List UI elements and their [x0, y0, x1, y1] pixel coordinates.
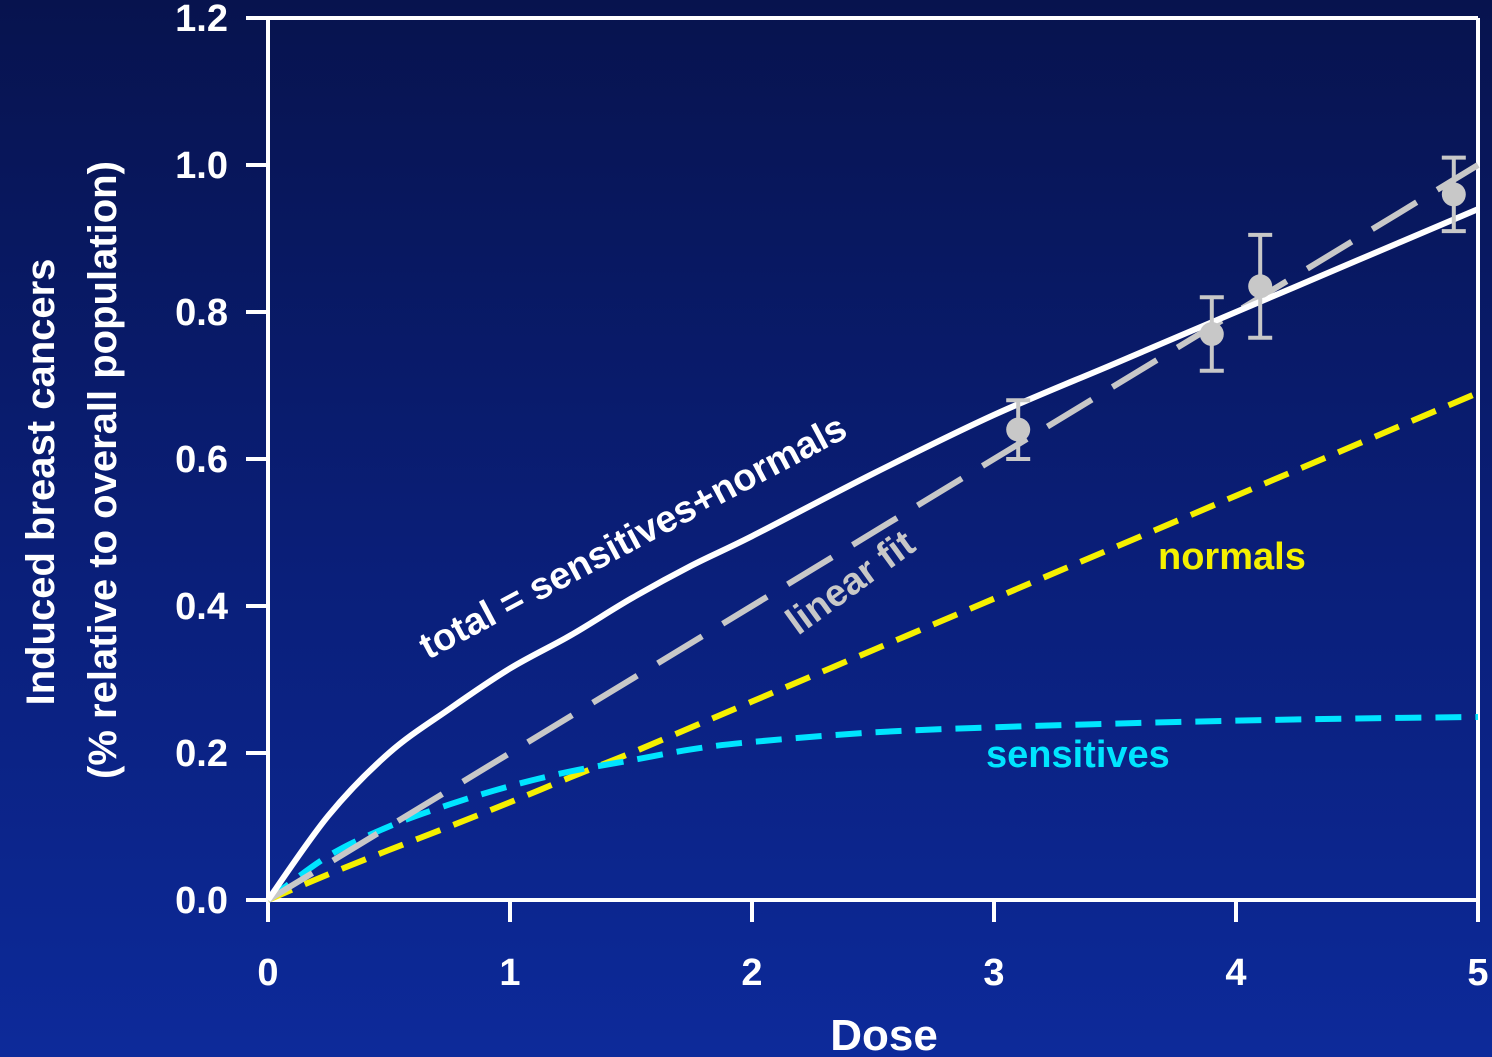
y-tick-label: 0.6	[175, 439, 228, 481]
x-tick-label: 1	[499, 952, 520, 994]
data-point	[1006, 417, 1031, 442]
x-axis-title: Dose	[830, 1011, 938, 1057]
y-tick-label: 0.8	[175, 292, 228, 334]
series-lines	[265, 162, 1480, 903]
x-tick-label: 2	[741, 952, 762, 994]
y-tick-label: 1.2	[175, 0, 228, 40]
ticks: 0 1 2 3 4 5 0.0 0.2 0.4 0.6 0.8 1.0 1.2	[175, 0, 1488, 994]
data-point	[1248, 274, 1273, 299]
series-label-sensitives: sensitives	[986, 734, 1170, 776]
data-point	[1199, 322, 1224, 347]
axes	[266, 16, 1480, 902]
series-line-sensitives	[266, 713, 1479, 903]
y-axis-title-line2: (% relative to overall population)	[81, 161, 125, 779]
y-tick-label: 0.4	[175, 586, 228, 628]
data-points	[1006, 155, 1466, 461]
series-label-linear-fit: linear fit	[779, 522, 924, 643]
series-line-total-sensitives-normals	[265, 206, 1480, 902]
y-tick-label: 0.0	[175, 880, 228, 922]
series-label-normals: normals	[1158, 536, 1306, 578]
y-tick-label: 1.0	[175, 145, 228, 187]
x-tick-label: 4	[1225, 952, 1246, 994]
series-label-total: total = sensitives+normals	[413, 407, 854, 668]
x-tick-label: 0	[257, 952, 278, 994]
series-line-normals	[266, 390, 1480, 903]
x-tick-label: 5	[1467, 952, 1488, 994]
y-tick-label: 0.2	[175, 733, 228, 775]
x-tick-label: 3	[983, 952, 1004, 994]
data-point	[1441, 182, 1466, 207]
y-axis-title-line1: Induced breast cancers	[19, 259, 63, 706]
series-line-linear-fit	[266, 162, 1480, 903]
